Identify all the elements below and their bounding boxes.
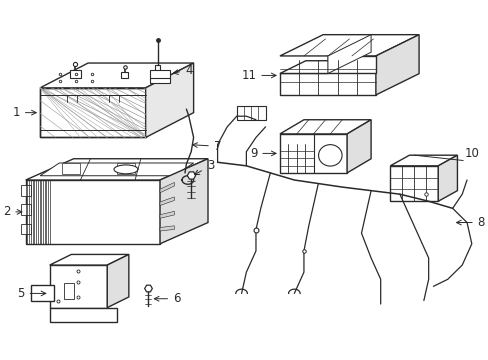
Polygon shape [107, 255, 128, 307]
Polygon shape [50, 265, 107, 307]
Text: 9: 9 [249, 147, 276, 160]
Text: 5: 5 [17, 287, 46, 300]
Polygon shape [236, 105, 265, 120]
Polygon shape [40, 88, 145, 138]
Polygon shape [160, 197, 174, 206]
Polygon shape [389, 155, 456, 166]
Polygon shape [21, 224, 30, 234]
Polygon shape [150, 78, 169, 82]
Polygon shape [21, 204, 30, 215]
Polygon shape [30, 285, 54, 301]
Polygon shape [145, 63, 193, 138]
Text: 11: 11 [241, 69, 276, 82]
Polygon shape [26, 159, 207, 180]
Polygon shape [69, 70, 81, 78]
Polygon shape [280, 61, 353, 73]
Polygon shape [160, 159, 207, 244]
Text: 3: 3 [194, 159, 214, 175]
Polygon shape [150, 70, 169, 79]
Text: 2: 2 [3, 206, 22, 219]
Text: 7: 7 [192, 140, 221, 153]
Text: 10: 10 [464, 147, 479, 160]
Text: 4: 4 [173, 64, 192, 77]
Polygon shape [26, 180, 160, 244]
Polygon shape [40, 63, 193, 88]
Polygon shape [62, 163, 80, 174]
Polygon shape [40, 163, 193, 176]
Polygon shape [375, 35, 418, 95]
Polygon shape [280, 120, 370, 134]
Polygon shape [160, 226, 174, 231]
Polygon shape [64, 283, 74, 299]
Text: 1: 1 [12, 106, 36, 119]
Polygon shape [280, 56, 375, 95]
Text: 6: 6 [154, 292, 180, 305]
Polygon shape [121, 72, 128, 78]
Polygon shape [50, 307, 117, 322]
Ellipse shape [114, 165, 138, 174]
Polygon shape [280, 134, 346, 173]
Polygon shape [346, 120, 370, 173]
Polygon shape [160, 183, 174, 193]
Polygon shape [50, 255, 128, 265]
Ellipse shape [318, 145, 342, 166]
Polygon shape [160, 211, 174, 218]
Polygon shape [437, 155, 456, 201]
Polygon shape [117, 163, 135, 174]
Polygon shape [280, 35, 418, 56]
Polygon shape [327, 56, 375, 73]
Text: 8: 8 [456, 216, 484, 229]
Polygon shape [327, 35, 370, 73]
Polygon shape [389, 166, 437, 201]
Polygon shape [21, 185, 30, 196]
Polygon shape [155, 65, 160, 72]
